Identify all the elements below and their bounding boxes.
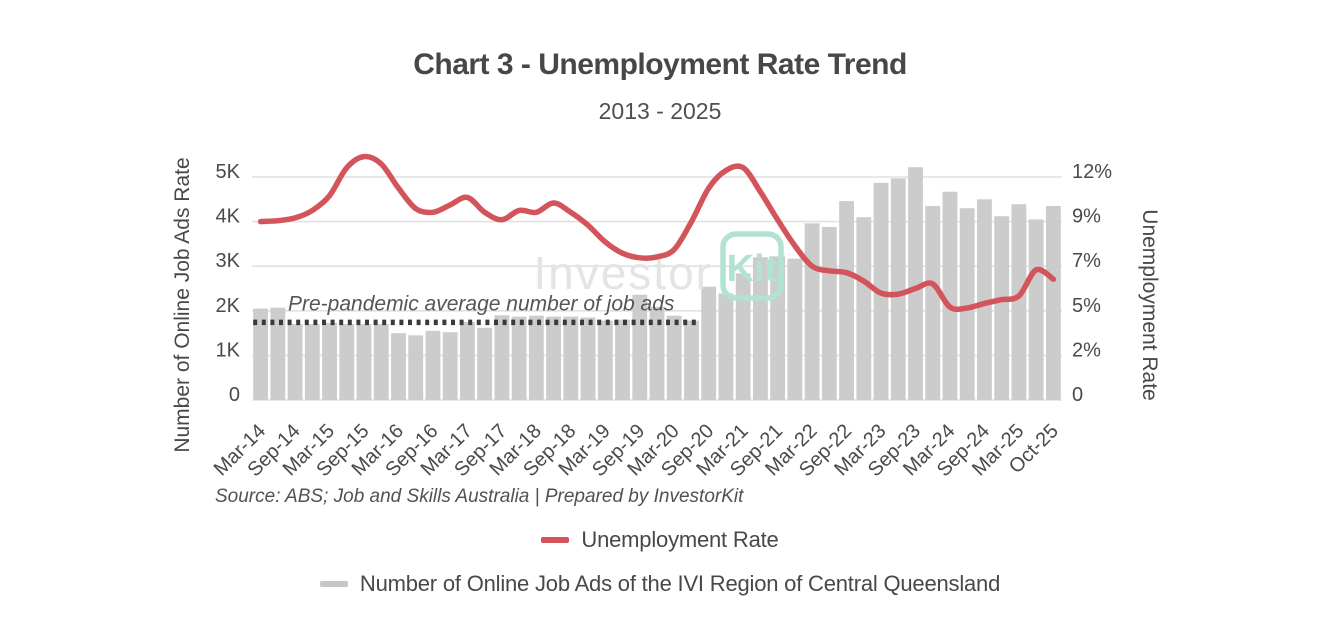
chart-title: Chart 3 - Unemployment Rate Trend: [413, 48, 907, 81]
svg-text:0: 0: [1072, 384, 1083, 406]
svg-text:3K: 3K: [216, 250, 241, 272]
bar: [649, 306, 665, 400]
bar: [787, 258, 803, 400]
legend-job-ads: Number of Online Job Ads of the IVI Regi…: [0, 571, 1320, 597]
bar: [580, 317, 596, 400]
investorkit-watermark: Investor Kit: [533, 231, 784, 301]
bar: [287, 324, 303, 400]
right-axis-ticks: 0 2% 5% 7% 9% 12%: [1072, 161, 1112, 406]
svg-text:2K: 2K: [216, 295, 241, 317]
bar: [718, 293, 734, 400]
bar: [666, 315, 682, 400]
legend-label: Unemployment Rate: [581, 527, 779, 552]
bar: [684, 320, 699, 400]
bar: [615, 319, 630, 400]
bar: [839, 201, 854, 400]
bar: [1045, 205, 1061, 400]
bar: [477, 327, 493, 400]
svg-text:5%: 5%: [1072, 295, 1101, 317]
pre-pandemic-average-label: Pre-pandemic average number of job ads: [288, 292, 675, 315]
svg-text:4K: 4K: [216, 206, 241, 228]
legend-label: Number of Online Job Ads of the IVI Regi…: [359, 571, 1001, 596]
svg-text:Kit: Kit: [727, 248, 778, 290]
bar: [977, 199, 992, 400]
bar: [890, 178, 906, 400]
bar: [511, 316, 527, 400]
bar: [373, 324, 389, 400]
svg-text:12%: 12%: [1072, 161, 1112, 183]
bar: [304, 324, 320, 400]
bar: [339, 324, 355, 400]
bar: [356, 324, 372, 400]
bar: [821, 226, 837, 400]
chart-subtitle: 2013 - 2025: [598, 98, 722, 124]
bar: [563, 316, 579, 400]
bar: [408, 335, 424, 400]
bar: [994, 216, 1010, 400]
svg-text:2%: 2%: [1072, 339, 1101, 361]
bar: [546, 316, 562, 400]
bar: [425, 330, 441, 400]
x-axis-labels: Mar-14Sep-14Mar-15Sep-15Mar-16Sep-16Mar-…: [210, 420, 1063, 481]
bar: [1028, 219, 1044, 400]
unemployment-rate-line: [257, 153, 1057, 313]
bar: [942, 191, 958, 400]
bar: [1011, 204, 1027, 400]
bar: [528, 315, 544, 400]
bar: [597, 320, 613, 400]
bar: [701, 286, 717, 400]
bar: [322, 322, 337, 400]
svg-text:0: 0: [229, 384, 240, 406]
bar: [460, 321, 475, 400]
bar: [735, 273, 751, 400]
bar: [494, 315, 510, 400]
bar: [253, 308, 269, 400]
svg-text:1K: 1K: [216, 339, 241, 361]
bar: [856, 217, 872, 400]
bar: [442, 332, 458, 400]
bar: [959, 208, 975, 400]
left-axis-title: Number of Online Job Ads Rate: [171, 157, 194, 452]
bar: [270, 307, 286, 400]
legend-line-swatch-red: [541, 537, 570, 543]
legend-unemployment-rate: Unemployment Rate: [0, 527, 1320, 553]
right-axis-title: Unemployment Rate: [1138, 209, 1161, 400]
bar: [908, 167, 923, 400]
bar: [391, 333, 406, 400]
bar: [804, 223, 820, 400]
left-axis-ticks: 0 1K 2K 3K 4K 5K: [216, 161, 241, 406]
source-note: Source: ABS; Job and Skills Australia | …: [215, 486, 744, 507]
svg-text:5K: 5K: [216, 161, 241, 183]
bar: [925, 205, 941, 400]
svg-text:9%: 9%: [1072, 206, 1101, 228]
legend-line-swatch-gray: [319, 581, 348, 587]
svg-text:7%: 7%: [1072, 250, 1101, 272]
bar: [752, 257, 768, 400]
